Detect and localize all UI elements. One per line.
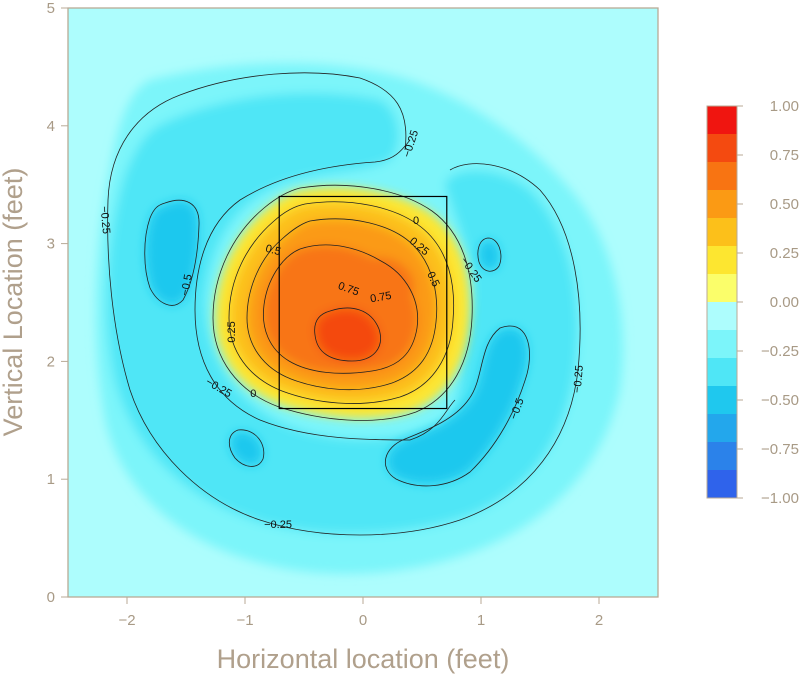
x-axis: −2 −1 0 1 2 xyxy=(118,597,603,629)
colorbar-swatch xyxy=(707,386,737,415)
y-tick-label: 3 xyxy=(47,236,55,253)
y-tick-label: 0 xyxy=(47,589,55,606)
colorbar-swatch xyxy=(707,106,737,135)
colorbar: 1.00 0.75 0.50 0.25 0.00 −0.25 −0.50 −0.75 −1.00 xyxy=(706,98,799,507)
contour-minus-05-right xyxy=(385,325,530,487)
colorbar-swatch xyxy=(707,162,737,191)
colorbar-swatch xyxy=(707,470,737,499)
y-tick-label: 1 xyxy=(47,471,55,488)
colorbar-swatch xyxy=(707,246,737,275)
contour-minus-05-small-left xyxy=(228,429,265,467)
contour-0 xyxy=(212,184,473,421)
colorbar-swatch xyxy=(707,414,737,443)
contour-minus-05-small-right xyxy=(477,237,502,272)
y-axis: 0 1 2 3 4 5 xyxy=(47,0,68,606)
contour-lines xyxy=(107,72,581,536)
contour-075 xyxy=(263,244,419,374)
contour-label: 0.75 xyxy=(369,290,392,306)
y-tick-label: 4 xyxy=(47,118,55,135)
x-axis-title: Horizontal location (feet) xyxy=(217,644,510,674)
blob-minus-05-small-left xyxy=(230,431,263,466)
colorbar-tick-label: −0.50 xyxy=(761,392,799,409)
y-axis-title: Vertical Location (feet) xyxy=(0,168,28,437)
blob-minus-05-left xyxy=(145,200,199,305)
contour-label: −0.25 xyxy=(98,206,112,235)
heatmap-field xyxy=(68,8,658,597)
contour-label: −0.25 xyxy=(264,519,292,531)
colorbar-swatch xyxy=(707,134,737,163)
x-tick-label: −2 xyxy=(118,612,135,629)
contour-label: 0.5 xyxy=(264,243,282,259)
x-tick-label: −1 xyxy=(236,612,253,629)
colorbar-tick-label: 0.75 xyxy=(770,147,799,164)
blob-minus-05-small-right xyxy=(478,240,500,270)
blob-minus-05-right xyxy=(386,327,528,484)
contour-minus-025-outer xyxy=(194,139,456,441)
contour-05 xyxy=(246,218,438,391)
y-tick-label: 2 xyxy=(47,353,55,370)
colorbar-swatch xyxy=(707,218,737,247)
colorbar-tick-label: 1.00 xyxy=(770,98,799,115)
contour-1 xyxy=(314,307,381,362)
contour-025 xyxy=(228,201,454,404)
contour-label: 0 xyxy=(413,215,419,227)
contour-label: −0.25 xyxy=(572,365,586,394)
strike-zone-box xyxy=(278,195,448,410)
colorbar-tick-label: 0.25 xyxy=(770,245,799,262)
x-tick-label: 0 xyxy=(359,612,367,629)
colorbar-swatch xyxy=(707,442,737,471)
colorbar-swatch xyxy=(707,330,737,359)
contour-label: 0.25 xyxy=(226,321,238,342)
contour-minus-025-top xyxy=(107,72,581,536)
colorbar-tick-label: −0.25 xyxy=(761,343,799,360)
colorbar-swatch xyxy=(707,358,737,387)
colorbar-swatch xyxy=(707,302,737,331)
x-tick-label: 1 xyxy=(477,612,485,629)
colorbar-tick-label: 0.00 xyxy=(770,294,799,311)
colorbar-swatch xyxy=(707,274,737,303)
contour-minus-05-left xyxy=(144,199,200,306)
x-tick-label: 2 xyxy=(595,612,603,629)
colorbar-tick-label: 0.50 xyxy=(770,196,799,213)
contour-label: 0 xyxy=(250,388,256,400)
colorbar-tick-label: −1.00 xyxy=(761,490,799,507)
y-tick-label: 5 xyxy=(47,0,55,17)
contour-label: 0.5 xyxy=(424,270,441,289)
contour-label: −0.5 xyxy=(179,273,195,296)
peak-1 xyxy=(315,309,380,360)
colorbar-swatch xyxy=(707,190,737,219)
band-075-upper-right xyxy=(359,257,415,306)
colorbar-tick-label: −0.75 xyxy=(761,441,799,458)
